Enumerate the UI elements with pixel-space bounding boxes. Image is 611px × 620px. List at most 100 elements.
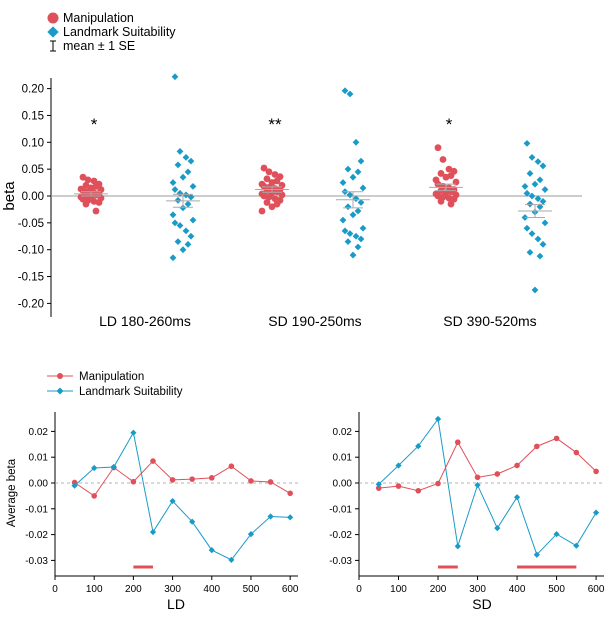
y-tick-label: -0.02 [25,530,48,541]
bottom-legend-entry-landmark: Landmark Suitability [47,386,183,398]
landmark-point [339,216,347,224]
manipulation-point [208,475,215,481]
legend-diamond-marker [56,387,64,395]
landmark-point [375,481,382,488]
manipulation-point [573,449,580,456]
top-y-tick-label: 0.10 [22,137,44,149]
landmark-point [533,551,540,558]
manipulation-point [437,170,445,177]
group-label: LD 180-260ms [99,313,191,329]
manipulation-point [263,199,271,206]
landmark-point [415,442,422,450]
landmark-point [174,161,182,169]
manipulation-point [95,199,103,206]
bottom-legend-label-landmark: Landmark Suitability [79,386,183,398]
manipulation-point [514,462,520,469]
manipulation-point [150,458,156,464]
landmark-point [349,251,357,259]
landmark-point [344,203,352,211]
landmark-point [184,200,192,208]
manipulation-point [278,191,286,199]
landmark-point [352,195,360,203]
landmark-point [171,186,179,193]
landmark-point [357,235,365,243]
manipulation-point [82,200,90,208]
landmark-point [171,73,179,81]
landmark-point [187,193,195,201]
landmark-point [349,173,357,181]
x-tick-label: 0 [52,584,58,595]
manipulation-series-line [74,460,291,497]
landmark-mean-se-bar [518,204,552,218]
landmark-point [534,195,542,203]
x-tick-label: 400 [203,584,220,595]
landmark-point [526,170,534,177]
legend-entry-errorbar: mean ± 1 SE [50,39,135,53]
manipulation-point [263,175,271,183]
landmark-point [534,235,542,243]
landmark-point [573,542,580,549]
landmark-point [346,230,354,237]
landmark-mean-se-bar [336,191,370,209]
landmark-series-line [378,417,597,556]
group-label: SD 190-250ms [268,313,361,329]
scatter-group: SD 390-520ms * [429,115,552,329]
landmark-point [359,184,367,192]
ld-x-axis-label: LD [167,596,185,612]
y-tick-label: 0.00 [333,479,353,490]
landmark-point [523,139,531,147]
manipulation-point [534,443,540,450]
landmark-point [354,207,362,215]
manipulation-point [169,477,176,483]
manipulation-point [265,193,273,201]
legend-errorbar-marker [50,40,56,52]
landmark-point [189,182,197,190]
top-y-tick-label: 0.00 [22,191,44,203]
legend-entry-manipulation: Manipulation [47,11,134,25]
manipulation-point [267,479,274,485]
landmark-point [528,230,536,237]
top-y-axis-label: beta [1,181,18,211]
manipulation-point [415,487,422,494]
landmark-point [130,429,137,436]
manipulation-point [90,177,98,185]
manipulation-point [260,164,268,172]
landmark-point [526,248,534,256]
manipulation-point [593,468,599,475]
landmark-point [228,556,235,563]
landmark-point [174,238,182,246]
manipulation-point [439,156,447,163]
scatter-group: SD 190-250ms ** [255,87,370,329]
landmark-point [179,246,187,254]
landmark-point [592,509,600,516]
landmark-point [536,176,544,184]
x-tick-label: 200 [125,584,142,595]
landmark-point [344,238,352,246]
landmark-point [352,232,360,240]
x-tick-label: 300 [164,584,181,595]
sd-x-axis-label: SD [472,596,491,612]
landmark-point [513,494,521,501]
landmark-point [541,219,549,227]
top-y-tick-label: -0.05 [18,218,44,230]
top-legend: Manipulation Landmark Suitability mean ±… [47,11,176,53]
landmark-point [359,224,367,232]
significance-marker: ** [268,115,282,134]
landmark-series-line [74,431,291,561]
landmark-point [149,528,157,536]
landmark-point [184,168,192,176]
manipulation-point [84,176,92,184]
manipulation-point [454,439,461,446]
y-tick-label: -0.01 [329,504,352,515]
landmark-point [176,148,184,155]
significance-marker: * [446,115,453,134]
manipulation-mean-se-bar [255,186,289,193]
landmark-point [526,200,534,208]
landmark-point [169,254,177,262]
landmark-point [354,243,362,251]
landmark-point [434,415,442,423]
legend-label-landmark: Landmark Suitability [63,25,176,39]
bottom-legend: Manipulation Landmark Suitability [47,371,183,398]
landmark-point [346,90,354,98]
landmark-point [187,157,195,165]
